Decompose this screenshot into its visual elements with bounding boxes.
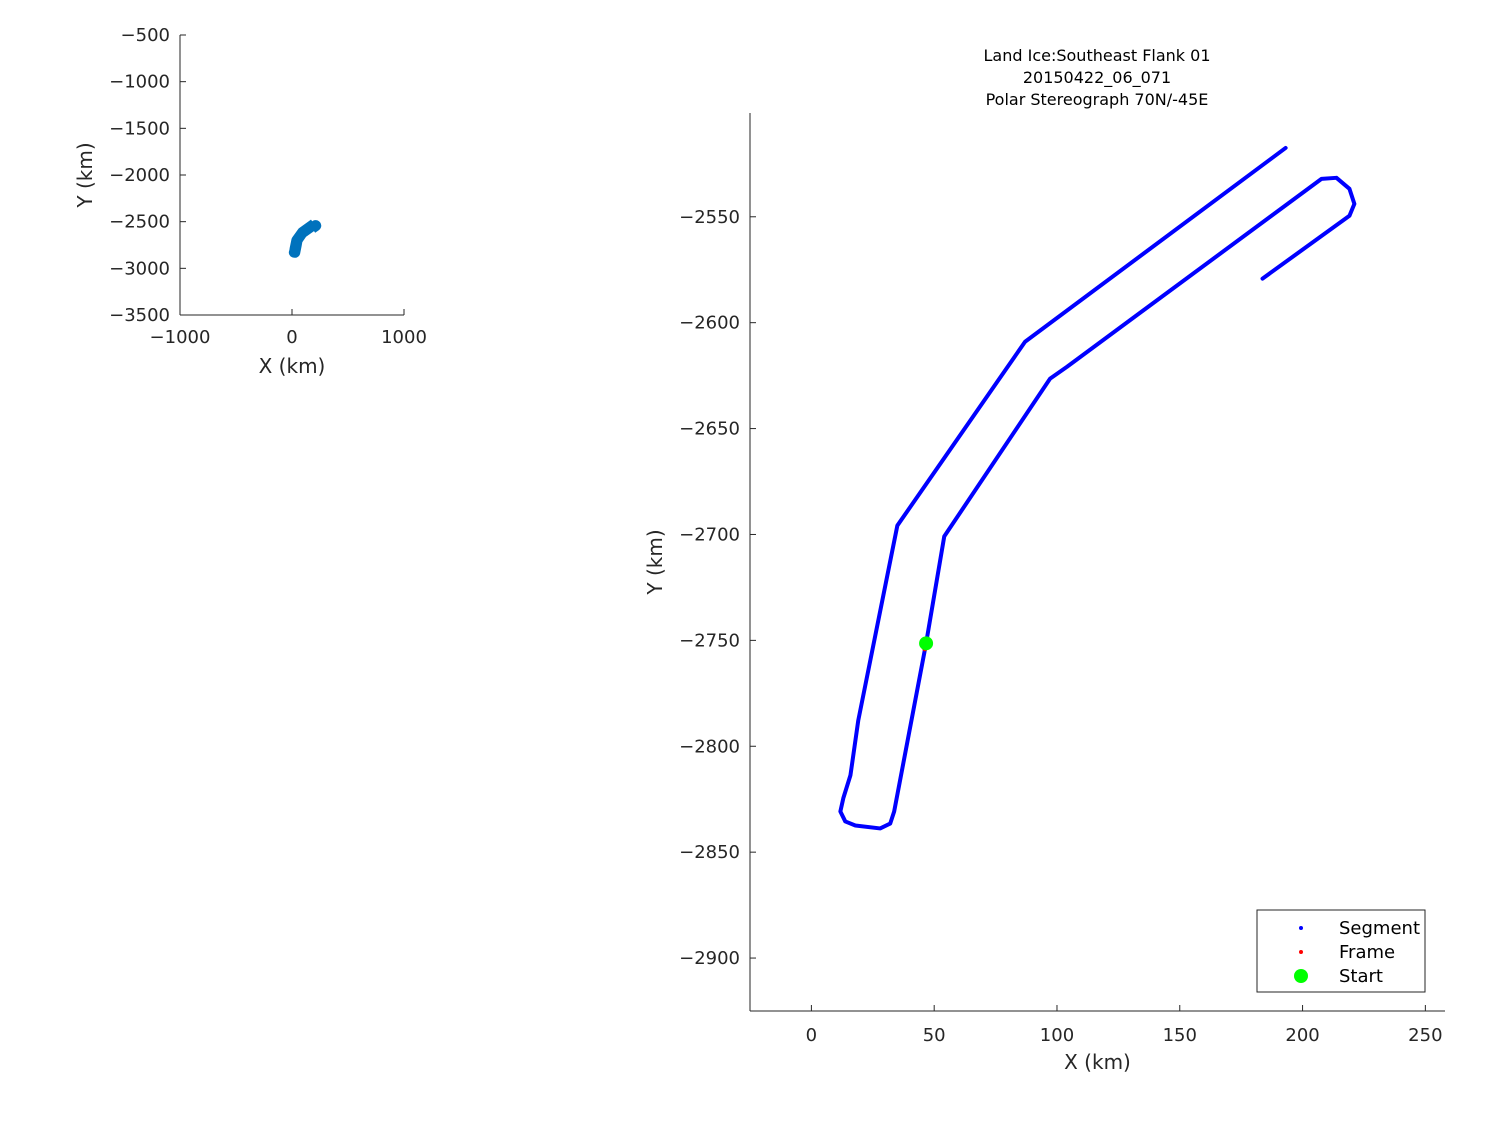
y-tick-label: −2550 <box>679 207 740 228</box>
x-tick-label: 0 <box>286 327 297 348</box>
y-tick-label: −2850 <box>679 842 740 863</box>
overview-track <box>288 219 322 258</box>
x-tick-label: 1000 <box>381 327 427 348</box>
y-tick-label: −2500 <box>109 212 170 233</box>
y-tick-label: −1000 <box>109 72 170 93</box>
x-tick-label: 150 <box>1163 1025 1197 1046</box>
legend: Segment Frame Start <box>1256 909 1426 993</box>
x-tick-label: 250 <box>1408 1025 1442 1046</box>
y-tick-label: −3000 <box>109 258 170 279</box>
legend-marker-start <box>1294 969 1308 983</box>
chart-title-line: 20150422_06_071 <box>1023 68 1171 88</box>
axes-detail: 0 50 100 150 200 250 −2550 −2600 −2650 −2700 −2750… <box>643 46 1445 1074</box>
x-axis-label: X (km) <box>1064 1050 1131 1074</box>
y-tick-label: −2000 <box>109 165 170 186</box>
y-tick-label: −2800 <box>679 736 740 757</box>
y-tick-label: −2700 <box>679 524 740 545</box>
y-tick-label: −2900 <box>679 948 740 969</box>
legend-marker-segment <box>1299 926 1303 930</box>
y-axis-label: Y (km) <box>73 142 97 208</box>
legend-marker-frame <box>1299 950 1303 954</box>
legend-label: Frame <box>1339 942 1395 963</box>
start-point <box>919 636 934 651</box>
y-tick-label: −2600 <box>679 313 740 334</box>
y-tick-label: −1500 <box>109 118 170 139</box>
x-tick-label: 200 <box>1285 1025 1319 1046</box>
y-tick-label: −500 <box>121 25 170 46</box>
y-tick-label: −2750 <box>679 630 740 651</box>
y-tick-label: −2650 <box>679 419 740 440</box>
x-tick-label: 50 <box>923 1025 946 1046</box>
legend-label: Segment <box>1339 918 1420 939</box>
segment-track <box>838 145 1357 831</box>
y-tick-label: −3500 <box>109 305 170 326</box>
y-axis-label: Y (km) <box>643 529 667 595</box>
legend-box <box>1256 909 1426 993</box>
chart-title-line: Land Ice:Southeast Flank 01 <box>984 46 1211 65</box>
x-tick-label: −1000 <box>150 327 211 348</box>
chart-title-line: Polar Stereograph 70N/-45E <box>986 90 1209 109</box>
legend-label: Start <box>1339 966 1383 987</box>
x-axis-label: X (km) <box>259 354 326 378</box>
x-tick-label: 0 <box>806 1025 817 1046</box>
axes-overview: −1000 0 1000 −500 −1000 −1500 −2000 −2500 −3000 −… <box>73 25 427 378</box>
x-tick-label: 100 <box>1040 1025 1074 1046</box>
